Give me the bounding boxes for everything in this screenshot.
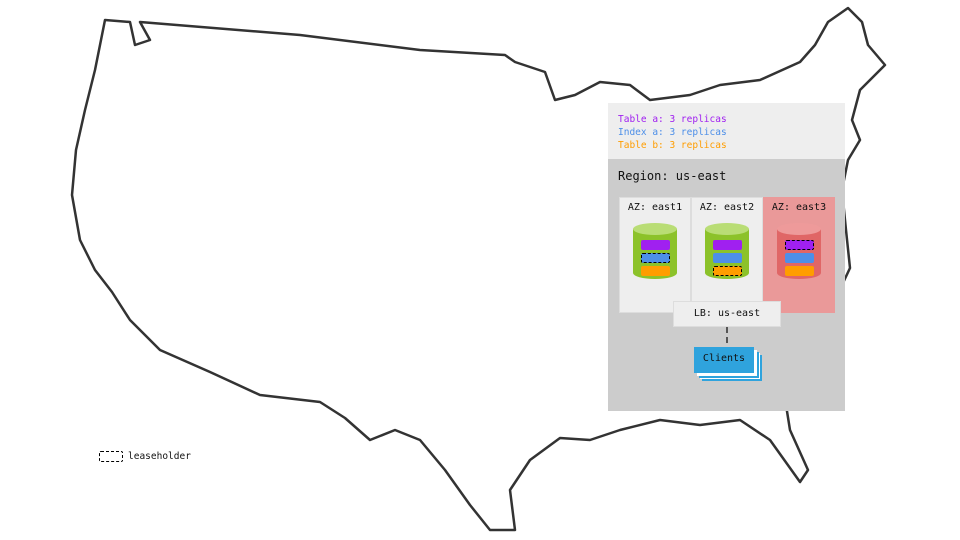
- zone-label: AZ: east2: [699, 202, 755, 213]
- legend-table-a: Table a: 3 replicas: [618, 114, 727, 125]
- replica-table-b-leaseholder: [713, 266, 742, 276]
- dashed-box-icon: [99, 451, 123, 462]
- leaseholder-label: leaseholder: [128, 451, 191, 462]
- region-panel: Table a: 3 replicas Index a: 3 replicas …: [608, 103, 845, 411]
- replica-table-a-leaseholder: [785, 240, 814, 250]
- zone-east3-failed: AZ: east3: [763, 197, 835, 313]
- database-node-icon: [633, 223, 677, 283]
- zone-label: AZ: east1: [627, 202, 683, 213]
- replica-table-b: [785, 266, 814, 276]
- replica-index-a-leaseholder: [641, 253, 670, 263]
- database-node-icon: [705, 223, 749, 283]
- replica-table-a: [713, 240, 742, 250]
- region-label: Region: us-east: [618, 169, 727, 183]
- clients-box: Clients: [694, 347, 754, 373]
- replica-table-a: [641, 240, 670, 250]
- load-balancer: LB: us-east: [673, 301, 781, 327]
- database-node-icon: [777, 223, 821, 283]
- legend-table-b: Table b: 3 replicas: [618, 140, 727, 151]
- replica-table-b: [641, 266, 670, 276]
- replica-index-a: [713, 253, 742, 263]
- replica-index-a: [785, 253, 814, 263]
- zone-east1: AZ: east1: [619, 197, 691, 313]
- replica-legend: Table a: 3 replicas Index a: 3 replicas …: [608, 103, 845, 159]
- legend-index-a: Index a: 3 replicas: [618, 127, 727, 138]
- zone-east2: AZ: east2: [691, 197, 763, 313]
- zone-label: AZ: east3: [771, 202, 827, 213]
- leaseholder-legend: leaseholder: [99, 451, 191, 462]
